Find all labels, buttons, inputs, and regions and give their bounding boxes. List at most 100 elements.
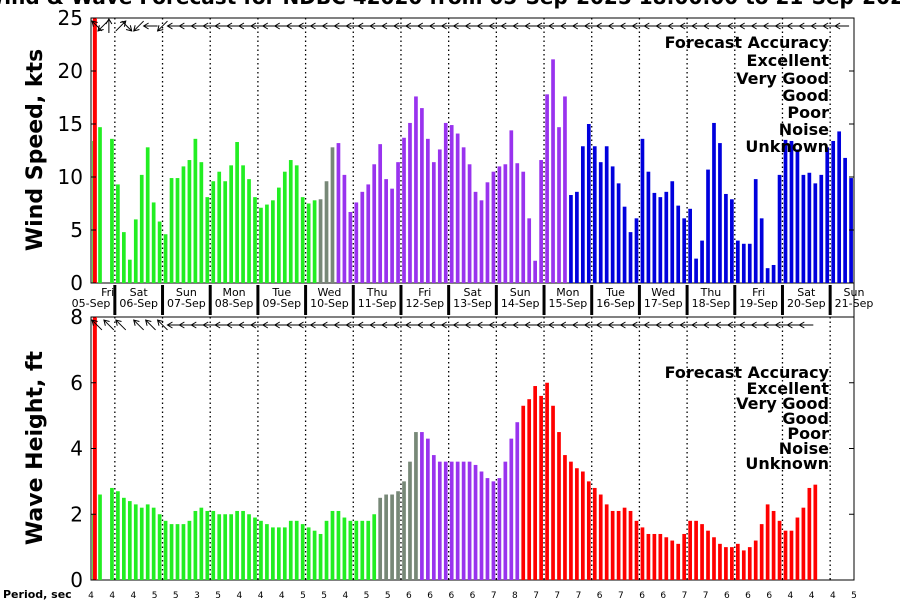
period-value: 6: [470, 591, 476, 600]
period-value: 7: [576, 591, 582, 600]
data-bar: [133, 504, 138, 580]
data-bar: [634, 218, 639, 283]
data-bar: [336, 510, 341, 580]
accuracy-legend-wind: Forecast Accuracy Excellent Very Good Go…: [665, 33, 830, 156]
date-label: 13-Sep: [453, 297, 492, 310]
y-tick-label: 20: [58, 59, 83, 83]
arrow-head: [631, 321, 638, 329]
legend-title: Forecast Accuracy: [665, 33, 830, 52]
arrow-head: [452, 22, 459, 30]
arrow-head: [726, 321, 734, 329]
data-bar: [139, 174, 144, 283]
data-bar: [551, 405, 555, 580]
arrow-head: [125, 25, 133, 32]
date-label: 14-Sep: [501, 297, 540, 310]
data-bar: [592, 487, 597, 580]
arrow-head: [774, 321, 781, 329]
data-bar: [819, 174, 824, 283]
arrow-head: [559, 321, 567, 329]
data-bar: [116, 491, 120, 580]
data-bar: [461, 461, 466, 580]
date-label: 19-Sep: [739, 297, 778, 310]
data-bar: [449, 461, 454, 580]
arrow-head: [631, 22, 638, 30]
data-bar: [533, 386, 538, 580]
y-tick-label: 8: [70, 305, 83, 329]
data-bar: [801, 507, 806, 580]
period-value: 6: [597, 591, 603, 600]
data-bar: [372, 164, 377, 283]
arrow-head: [238, 22, 245, 30]
wave-height-plot-frame: [90, 316, 855, 581]
legend-excellent: Excellent: [747, 51, 830, 70]
data-bar: [557, 432, 561, 580]
data-bar: [789, 530, 794, 580]
date-label: 12-Sep: [405, 297, 444, 310]
arrow-head: [440, 22, 447, 30]
arrow-head: [798, 22, 805, 30]
data-bar: [557, 127, 561, 284]
day-name-label: Tue: [605, 286, 625, 299]
arrow-head: [285, 22, 292, 30]
direction-arrow: [156, 20, 168, 32]
data-bar: [479, 200, 484, 283]
arrow-head: [691, 22, 698, 30]
date-label: 16-Sep: [596, 297, 635, 310]
data-bar: [491, 481, 496, 580]
arrow-head: [416, 22, 424, 30]
data-bar: [616, 183, 621, 283]
data-bar: [122, 497, 126, 580]
arrow-shaft: [133, 20, 144, 32]
arrow-head: [404, 321, 412, 329]
direction-arrow: [133, 319, 144, 331]
data-bar: [622, 507, 627, 580]
y-tick-label: 2: [70, 502, 83, 526]
y-tick-label: 25: [58, 6, 83, 30]
arrow-head: [357, 321, 364, 329]
data-bar: [658, 197, 663, 283]
arrow-head: [309, 22, 316, 30]
data-bar: [652, 533, 657, 580]
direction-arrow: [144, 319, 156, 331]
arrow-shaft: [133, 319, 144, 331]
arrow-head: [214, 321, 221, 329]
data-bar: [527, 399, 532, 580]
data-bar: [759, 524, 764, 580]
arrow-head: [428, 22, 435, 30]
arrow-head: [416, 321, 424, 329]
period-value: 5: [851, 591, 857, 600]
arrow-head: [488, 22, 495, 30]
data-bar: [700, 524, 704, 580]
data-bar: [759, 218, 764, 283]
legend-noise: Noise: [779, 439, 829, 458]
data-bar: [807, 487, 812, 580]
data-bar: [127, 501, 132, 580]
data-bar: [545, 382, 549, 580]
wind-speed-plot-frame: [90, 17, 855, 284]
y-tick-label: 5: [70, 218, 83, 242]
arrow-head: [524, 321, 531, 329]
arrow-head: [202, 22, 209, 30]
arrow-head: [226, 22, 233, 30]
arrow-head: [156, 319, 164, 326]
arrow-head: [559, 22, 567, 30]
data-bar: [217, 514, 222, 580]
period-value: 6: [745, 591, 751, 600]
data-bar: [354, 520, 359, 580]
data-bar: [265, 204, 269, 283]
legend-poor: Poor: [787, 424, 829, 443]
arrow-head: [381, 22, 388, 30]
data-bar: [396, 491, 400, 580]
data-bar: [730, 547, 734, 580]
arrow-head: [261, 321, 269, 329]
data-bar: [455, 133, 460, 283]
arrow-head: [178, 22, 185, 30]
data-bar: [306, 527, 311, 580]
data-bar: [312, 530, 317, 580]
date-label: 20-Sep: [787, 297, 826, 310]
data-bar: [610, 166, 615, 283]
data-bar: [813, 484, 818, 580]
data-bar: [765, 504, 770, 580]
y-tick-label: 10: [58, 165, 83, 189]
data-bar: [253, 517, 257, 580]
